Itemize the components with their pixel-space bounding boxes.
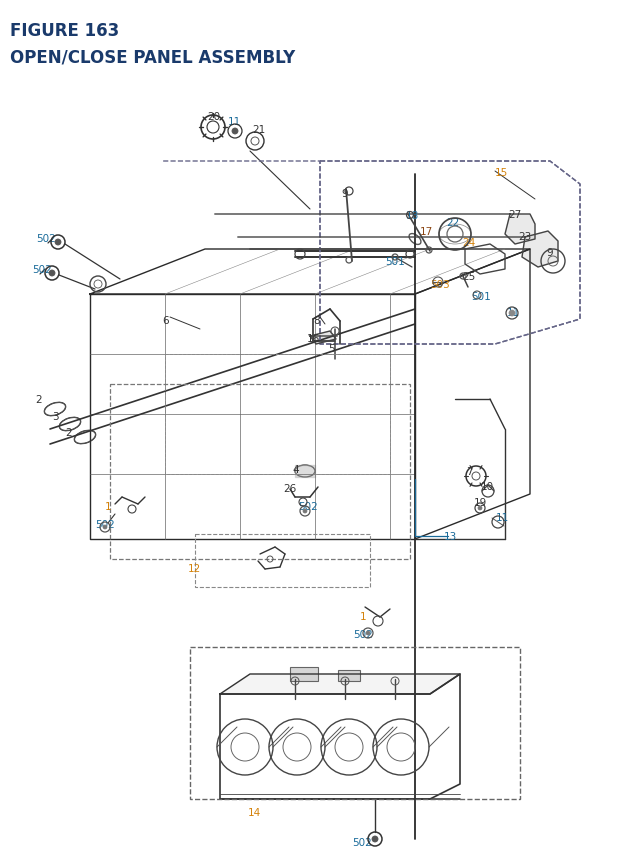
Text: 502: 502 xyxy=(95,519,115,530)
Text: 2: 2 xyxy=(35,394,42,405)
Text: 16: 16 xyxy=(307,333,320,344)
Text: 5: 5 xyxy=(328,344,335,354)
Text: 502: 502 xyxy=(298,501,317,511)
Text: 502: 502 xyxy=(353,629,372,639)
Circle shape xyxy=(232,129,238,135)
Text: 502: 502 xyxy=(36,233,56,244)
Bar xyxy=(290,667,318,681)
Text: 6: 6 xyxy=(162,316,168,325)
Text: 9: 9 xyxy=(546,248,552,257)
Text: 24: 24 xyxy=(462,238,476,248)
Polygon shape xyxy=(310,331,336,344)
Text: 21: 21 xyxy=(252,125,265,135)
Polygon shape xyxy=(522,232,558,268)
Text: 11: 11 xyxy=(496,512,509,523)
Text: 15: 15 xyxy=(495,168,508,177)
Text: 1: 1 xyxy=(360,611,367,622)
Text: 13: 13 xyxy=(444,531,457,542)
Text: 19: 19 xyxy=(474,498,487,507)
Text: 25: 25 xyxy=(462,272,476,282)
Bar xyxy=(195,535,370,587)
Bar xyxy=(338,670,360,681)
Text: 10: 10 xyxy=(481,481,494,492)
Text: 1: 1 xyxy=(105,501,111,511)
Circle shape xyxy=(372,836,378,842)
Text: 502: 502 xyxy=(352,837,372,847)
Bar xyxy=(165,355,390,474)
Text: 12: 12 xyxy=(188,563,201,573)
Text: 18: 18 xyxy=(406,211,419,220)
Text: 20: 20 xyxy=(207,112,220,122)
Circle shape xyxy=(49,270,55,276)
Bar xyxy=(190,647,520,799)
Text: 23: 23 xyxy=(518,232,531,242)
Text: 3: 3 xyxy=(52,412,59,422)
Text: 27: 27 xyxy=(508,210,521,220)
Polygon shape xyxy=(505,214,535,245)
Text: 501: 501 xyxy=(385,257,404,267)
Text: 22: 22 xyxy=(446,218,460,228)
Text: 501: 501 xyxy=(471,292,491,301)
Text: 14: 14 xyxy=(248,807,261,817)
Text: 7: 7 xyxy=(466,467,472,476)
Bar xyxy=(110,385,410,560)
Text: 502: 502 xyxy=(32,264,52,275)
Text: 11: 11 xyxy=(228,117,241,127)
Circle shape xyxy=(103,525,107,530)
Text: 9: 9 xyxy=(341,189,348,199)
Text: 11: 11 xyxy=(507,307,520,318)
Text: 503: 503 xyxy=(430,280,450,289)
Circle shape xyxy=(366,631,370,635)
Text: 26: 26 xyxy=(283,483,296,493)
Polygon shape xyxy=(220,674,460,694)
Circle shape xyxy=(303,510,307,513)
Text: 4: 4 xyxy=(292,464,299,474)
Text: 17: 17 xyxy=(420,226,433,237)
Circle shape xyxy=(55,239,61,245)
Circle shape xyxy=(478,506,482,511)
Text: FIGURE 163: FIGURE 163 xyxy=(10,22,119,40)
Text: OPEN/CLOSE PANEL ASSEMBLY: OPEN/CLOSE PANEL ASSEMBLY xyxy=(10,48,295,66)
Text: 2: 2 xyxy=(65,428,72,437)
Circle shape xyxy=(509,311,515,317)
Text: 8: 8 xyxy=(313,316,319,325)
